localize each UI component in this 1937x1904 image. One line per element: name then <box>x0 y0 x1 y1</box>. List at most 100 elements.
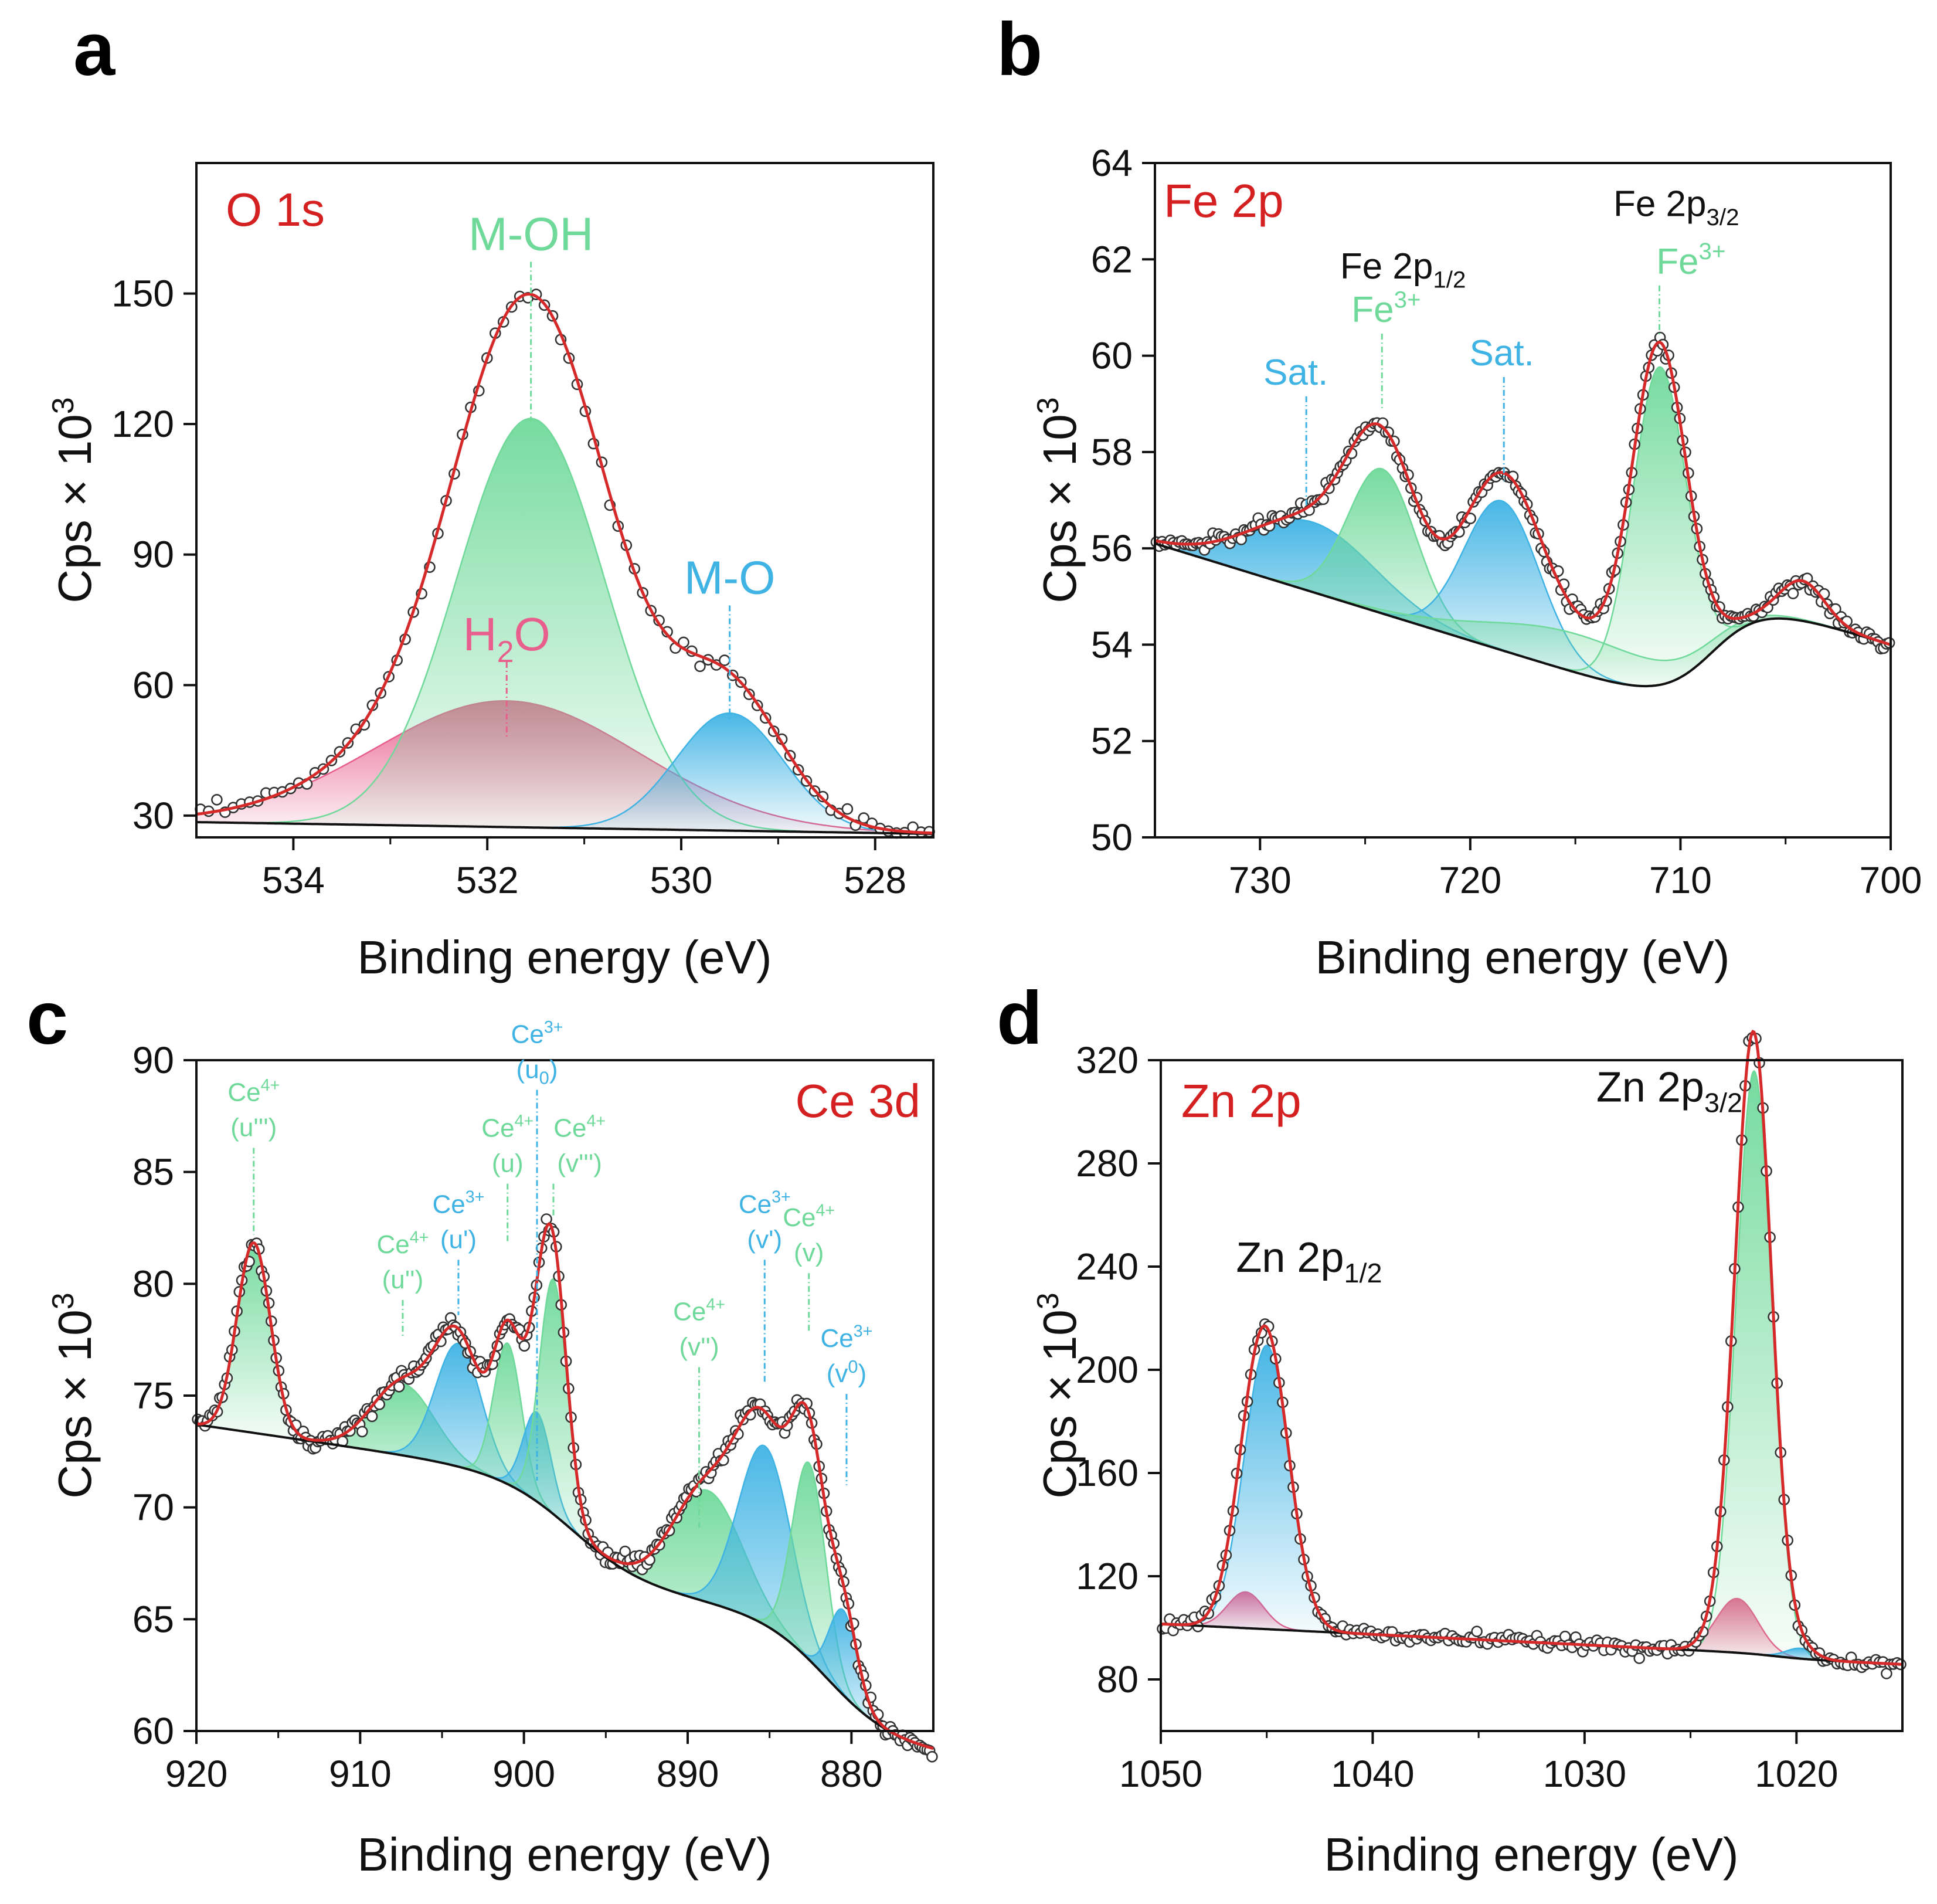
peak-annotation-label: (u') <box>440 1225 477 1254</box>
data-point <box>211 794 223 806</box>
y-tick-label: 30 <box>132 795 174 837</box>
panel-title-d: Zn 2p <box>1181 1075 1301 1127</box>
plot-frame-a <box>195 162 934 839</box>
peak-annotation-label: (v0) <box>827 1356 866 1388</box>
y-tick-label: 90 <box>132 534 174 576</box>
y-tick-label: 60 <box>1091 335 1133 377</box>
background-line-a <box>196 821 934 836</box>
data-point <box>366 1410 378 1423</box>
panel-label-b: b <box>997 8 1042 91</box>
panel-label-a: a <box>73 8 115 91</box>
panel-title-b: Fe 2p <box>1164 175 1284 227</box>
x-axis-label-d: Binding energy (eV) <box>1324 1828 1738 1881</box>
peak-annotation: Sat. <box>1469 333 1534 374</box>
x-tick-label: 1030 <box>1543 1753 1626 1795</box>
x-tick-label: 900 <box>492 1753 555 1795</box>
component-peak-d-3 <box>1661 1070 1847 1662</box>
data-point <box>541 1213 552 1225</box>
y-tick-label: 64 <box>1091 142 1133 184</box>
peak-annotation: M-O <box>684 552 776 604</box>
x-tick-label: 1040 <box>1331 1753 1414 1795</box>
y-tick-label: 280 <box>1076 1142 1139 1185</box>
background-line-c <box>196 1423 934 1750</box>
y-tick-label: 200 <box>1076 1349 1139 1391</box>
data-point <box>393 1381 405 1393</box>
panel-label-c: c <box>26 976 68 1060</box>
y-tick-label: 85 <box>132 1151 174 1193</box>
peak-annotation: Fe3+ <box>1656 238 1725 282</box>
peak-annotation: Ce3+ <box>511 1018 563 1049</box>
y-tick-label: 60 <box>132 664 174 706</box>
y-tick-label: 52 <box>1091 720 1133 762</box>
peak-annotation: Ce4+ <box>553 1112 606 1143</box>
peak-annotation: Zn 2p1/2 <box>1236 1234 1382 1288</box>
peak-annotation-label: (u) <box>492 1149 524 1178</box>
plot-frame-d <box>1160 1059 1904 1732</box>
x-tick-label: 530 <box>650 859 713 901</box>
peak-annotation: Ce3+ <box>821 1322 873 1353</box>
panel-d: d Zn 2p Binding energy (eV) Cps × 103 10… <box>997 976 1907 1881</box>
envelope-fit-d <box>1160 1029 1903 1666</box>
x-tick-label: 910 <box>329 1753 392 1795</box>
peak-annotation-label: (v) <box>794 1238 824 1267</box>
x-tick-label: 920 <box>165 1753 228 1795</box>
component-peak-d-1 <box>1160 1345 1384 1636</box>
data-point <box>356 1426 368 1438</box>
panel-title-c: Ce 3d <box>796 1075 920 1127</box>
x-tick-label: 1020 <box>1755 1753 1838 1795</box>
y-tick-label: 80 <box>1097 1658 1139 1701</box>
data-point <box>694 660 706 673</box>
y-axis-label-d: Cps × 103 <box>1031 1292 1086 1498</box>
y-tick-label: 120 <box>1076 1555 1139 1597</box>
x-tick-label: 730 <box>1229 859 1292 901</box>
peak-annotation: Ce4+ <box>673 1295 725 1326</box>
peak-annotation-label: (u''') <box>230 1114 277 1142</box>
envelope-fit-a <box>196 293 934 835</box>
peak-annotation: Ce3+ <box>433 1188 485 1219</box>
panel-b: b Fe 2p Binding energy (eV) Cps × 103 73… <box>997 8 1922 983</box>
envelope-fit-c <box>196 1222 934 1750</box>
peak-annotation-label: (v''') <box>557 1149 602 1178</box>
plot-frame-b <box>1154 162 1892 839</box>
y-tick-label: 62 <box>1091 238 1133 280</box>
y-tick-label: 58 <box>1091 431 1133 473</box>
panel-label-d: d <box>997 976 1042 1060</box>
y-tick-label: 320 <box>1076 1039 1139 1081</box>
data-point <box>1633 1652 1645 1664</box>
x-axis-label-c: Binding energy (eV) <box>357 1828 772 1881</box>
peak-annotation: Fe 2p3/2 <box>1613 184 1739 230</box>
component-peak-a-1 <box>196 418 915 834</box>
data-point <box>926 1751 938 1763</box>
x-tick-label: 528 <box>844 859 906 901</box>
y-tick-label: 75 <box>132 1374 174 1417</box>
peak-annotation: Ce4+ <box>481 1112 533 1143</box>
y-axis-label-c: Cps × 103 <box>46 1292 101 1498</box>
x-axis-label-b: Binding energy (eV) <box>1315 931 1729 983</box>
peak-annotation-label: (v') <box>747 1225 782 1254</box>
y-tick-label: 80 <box>132 1262 174 1305</box>
envelope-fit-b <box>1154 341 1891 646</box>
y-tick-label: 70 <box>132 1486 174 1529</box>
peak-annotation: Ce3+ <box>739 1188 791 1219</box>
y-tick-label: 65 <box>132 1598 174 1640</box>
data-point <box>1471 1625 1483 1637</box>
x-tick-label: 534 <box>262 859 325 901</box>
data-point <box>841 803 854 815</box>
peak-annotation: Ce4+ <box>377 1228 429 1259</box>
y-tick-label: 50 <box>1091 816 1133 858</box>
peak-annotation: M-OH <box>468 208 593 260</box>
y-tick-label: 120 <box>111 403 174 445</box>
data-point <box>518 1340 531 1352</box>
y-tick-label: 240 <box>1076 1245 1139 1288</box>
x-axis-label-a: Binding energy (eV) <box>357 931 772 983</box>
peak-annotation-label: (v'') <box>679 1332 719 1361</box>
panel-title-a: O 1s <box>226 184 325 236</box>
y-tick-label: 56 <box>1091 527 1133 569</box>
peak-annotation: Ce4+ <box>783 1202 835 1233</box>
panel-a: a O 1s Binding energy (eV) Cps × 103 534… <box>46 8 935 983</box>
y-axis-label-b: Cps × 103 <box>1031 397 1086 603</box>
y-tick-label: 90 <box>132 1039 174 1081</box>
x-tick-label: 720 <box>1439 859 1501 901</box>
y-tick-label: 150 <box>111 273 174 315</box>
peak-annotation: Ce4+ <box>227 1076 280 1107</box>
